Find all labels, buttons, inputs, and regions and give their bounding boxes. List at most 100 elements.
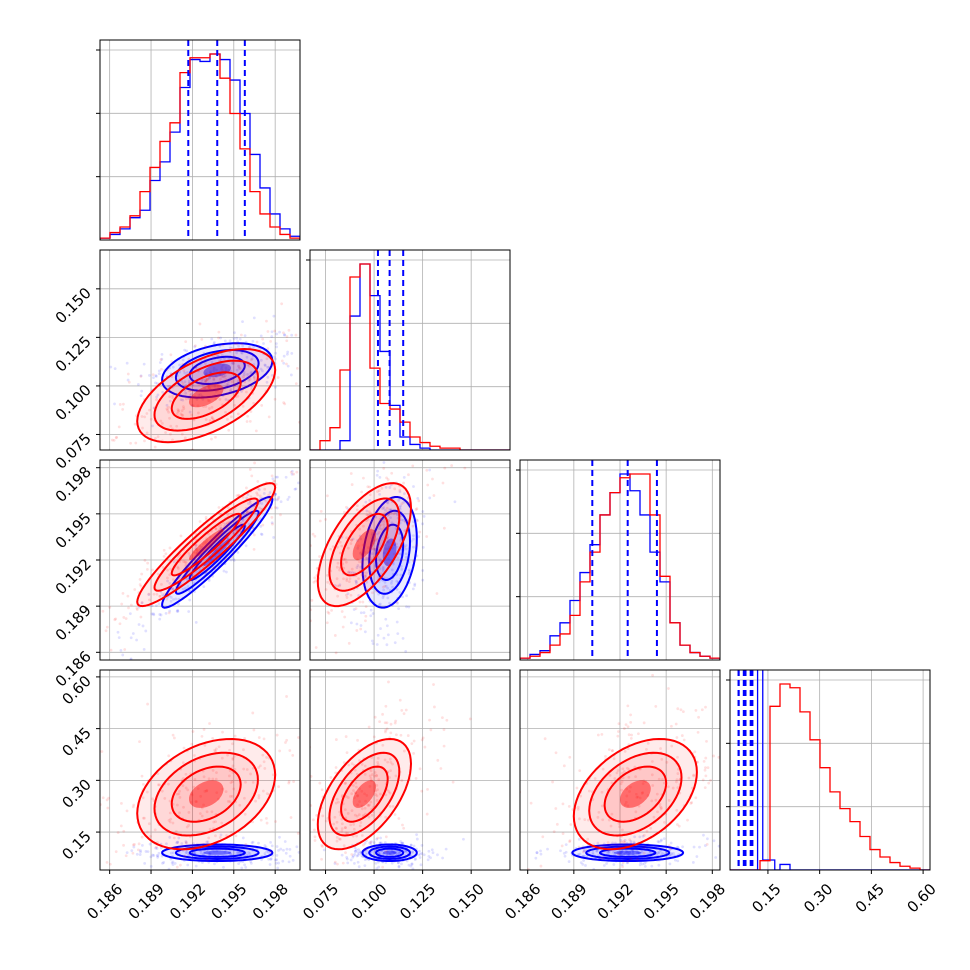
sample-point xyxy=(642,845,646,849)
sample-point xyxy=(582,849,586,853)
sample-point xyxy=(356,564,360,567)
sample-point xyxy=(241,344,245,348)
sample-point xyxy=(245,420,249,423)
sample-point xyxy=(419,452,422,455)
sample-point xyxy=(400,451,403,454)
sample-point xyxy=(353,796,356,799)
sample-point xyxy=(129,603,133,607)
sample-point xyxy=(259,818,263,822)
sample-point xyxy=(336,594,340,598)
sample-point xyxy=(369,527,373,531)
sample-point xyxy=(274,351,277,355)
sample-point xyxy=(315,566,319,570)
sample-point xyxy=(657,851,661,855)
sample-point xyxy=(297,736,300,739)
sample-point xyxy=(228,794,232,798)
sample-point xyxy=(681,845,685,849)
sample-point xyxy=(358,850,362,854)
sample-point xyxy=(343,557,347,561)
sample-point xyxy=(141,796,145,800)
sample-point xyxy=(301,384,304,387)
sample-point xyxy=(282,848,285,852)
blue-density-core xyxy=(613,850,642,855)
sample-point xyxy=(676,786,680,790)
sample-point xyxy=(171,396,175,400)
sample-point xyxy=(638,835,642,839)
sample-point xyxy=(167,782,170,786)
sample-point xyxy=(387,851,391,855)
sample-point xyxy=(263,364,267,367)
sample-point xyxy=(189,800,193,804)
sample-point xyxy=(172,560,176,564)
sample-point xyxy=(355,504,359,508)
sample-point xyxy=(714,856,718,859)
sample-point xyxy=(404,547,408,551)
sample-point xyxy=(578,852,582,856)
sample-point xyxy=(226,417,229,421)
sample-point xyxy=(214,397,218,401)
sample-point xyxy=(249,370,253,374)
sample-point xyxy=(226,543,230,546)
sample-point xyxy=(84,460,87,463)
sample-point xyxy=(194,543,198,547)
sample-point xyxy=(543,737,547,741)
sample-point xyxy=(616,734,620,738)
sample-point xyxy=(179,412,183,416)
sample-point xyxy=(101,796,105,800)
sample-point xyxy=(135,852,139,856)
sample-point xyxy=(383,584,387,588)
sample-point xyxy=(564,843,568,847)
sample-point xyxy=(422,853,426,857)
sample-point xyxy=(185,825,189,829)
sample-point xyxy=(360,804,364,808)
sample-point xyxy=(274,858,277,862)
sample-point xyxy=(135,608,139,611)
sample-point xyxy=(148,408,151,412)
sample-point xyxy=(415,544,419,547)
sample-point xyxy=(257,794,261,797)
sample-point xyxy=(370,544,374,548)
sample-point xyxy=(365,571,368,575)
sample-point xyxy=(373,771,377,774)
sample-point xyxy=(334,826,338,830)
sample-point xyxy=(181,398,185,402)
sample-point xyxy=(182,560,186,563)
sample-point xyxy=(175,841,179,845)
scatter-panel-p2-vs-p3 xyxy=(309,451,511,661)
sample-point xyxy=(208,399,211,403)
sample-point xyxy=(642,721,646,725)
sample-point xyxy=(389,852,392,855)
sample-point xyxy=(231,531,235,535)
sample-point xyxy=(207,851,211,855)
sample-point xyxy=(222,387,226,391)
sample-point xyxy=(224,378,228,381)
sample-point xyxy=(418,849,421,853)
sample-point xyxy=(277,495,281,499)
sample-point xyxy=(257,736,261,739)
sample-point xyxy=(633,765,637,769)
sample-point xyxy=(423,745,427,749)
sample-point xyxy=(407,473,410,477)
sample-point xyxy=(179,863,182,867)
sample-point xyxy=(620,828,624,832)
sample-point xyxy=(296,831,300,835)
sample-point xyxy=(389,722,393,726)
sample-point xyxy=(345,579,349,583)
sample-point xyxy=(260,404,264,407)
sample-point xyxy=(237,364,240,368)
sample-point xyxy=(258,764,262,768)
sample-point xyxy=(247,383,251,387)
sample-point xyxy=(255,491,259,495)
sample-point xyxy=(623,840,627,844)
sample-point xyxy=(306,790,309,793)
sample-point xyxy=(149,855,153,859)
sample-point xyxy=(578,769,582,773)
sample-point xyxy=(607,748,611,752)
sample-point xyxy=(706,837,709,841)
sample-point xyxy=(413,858,417,862)
sample-point xyxy=(425,812,429,816)
sample-point xyxy=(263,363,267,367)
sample-point xyxy=(404,850,407,854)
sample-point xyxy=(350,853,354,856)
